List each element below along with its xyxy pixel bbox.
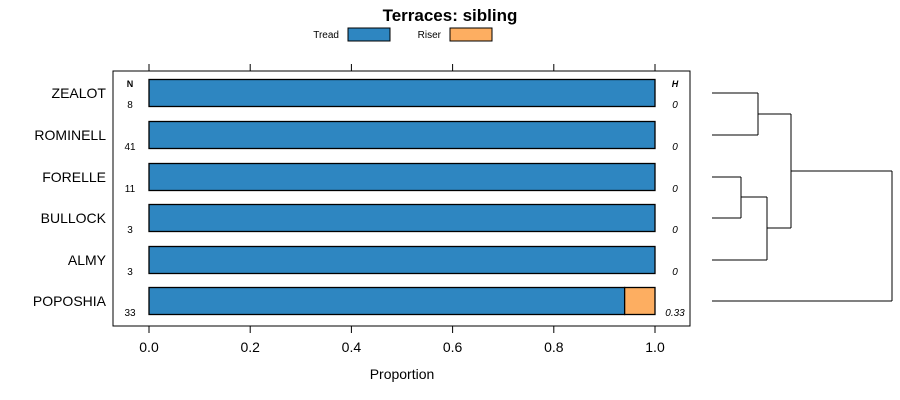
dendrogram [712,92,893,302]
h-value: 0 [672,267,678,278]
bars: ZEALOT 8 0 ROMINELL 41 0 FORELLE 11 0 BULLOCK 3 0 AL… [33,78,685,319]
bar-segment-tread [148,286,626,316]
legend-swatch-tread [347,27,391,42]
bar-segment-riser [623,286,656,316]
x-tick-label: 1.0 [645,339,665,355]
n-header: N [127,79,134,89]
x-tick-label: 0.6 [443,339,463,355]
h-value: 0 [672,225,678,236]
n-value: 3 [127,267,133,278]
category-label: ZEALOT [52,85,107,101]
n-value: 8 [127,100,133,111]
x-tick-label: 0.8 [544,339,564,355]
n-value: 41 [124,142,136,153]
bar-segment-tread [148,203,656,233]
h-header: H [672,79,679,89]
bar-segment-tread [148,120,656,150]
category-label: ALMY [68,252,107,268]
category-label: ROMINELL [34,127,106,143]
legend-label-riser: Riser [418,30,442,41]
h-value: 0.33 [665,308,685,319]
x-axis-label: Proportion [370,366,435,382]
bar-segment-tread [148,78,656,108]
bar-segment-tread [148,162,656,192]
legend: Tread Riser [313,27,493,42]
n-value: 33 [124,308,136,319]
category-label: POPOSHIA [33,293,107,309]
x-tick-label: 0.4 [342,339,362,355]
plot-frame [112,70,691,327]
h-value: 0 [672,100,678,111]
x-axis: 0.0 0.2 0.4 0.6 0.8 1.0 [139,64,665,355]
legend-label-tread: Tread [313,30,339,41]
n-value: 3 [127,225,133,236]
category-label: BULLOCK [41,210,107,226]
n-value: 11 [125,184,136,195]
chart-title: Terraces: sibling [383,6,518,25]
bar-segment-tread [148,245,656,275]
x-tick-label: 0.0 [139,339,159,355]
x-tick-label: 0.2 [240,339,260,355]
h-value: 0 [672,142,678,153]
h-value: 0 [672,184,678,195]
category-label: FORELLE [42,169,106,185]
legend-swatch-riser [449,27,493,42]
